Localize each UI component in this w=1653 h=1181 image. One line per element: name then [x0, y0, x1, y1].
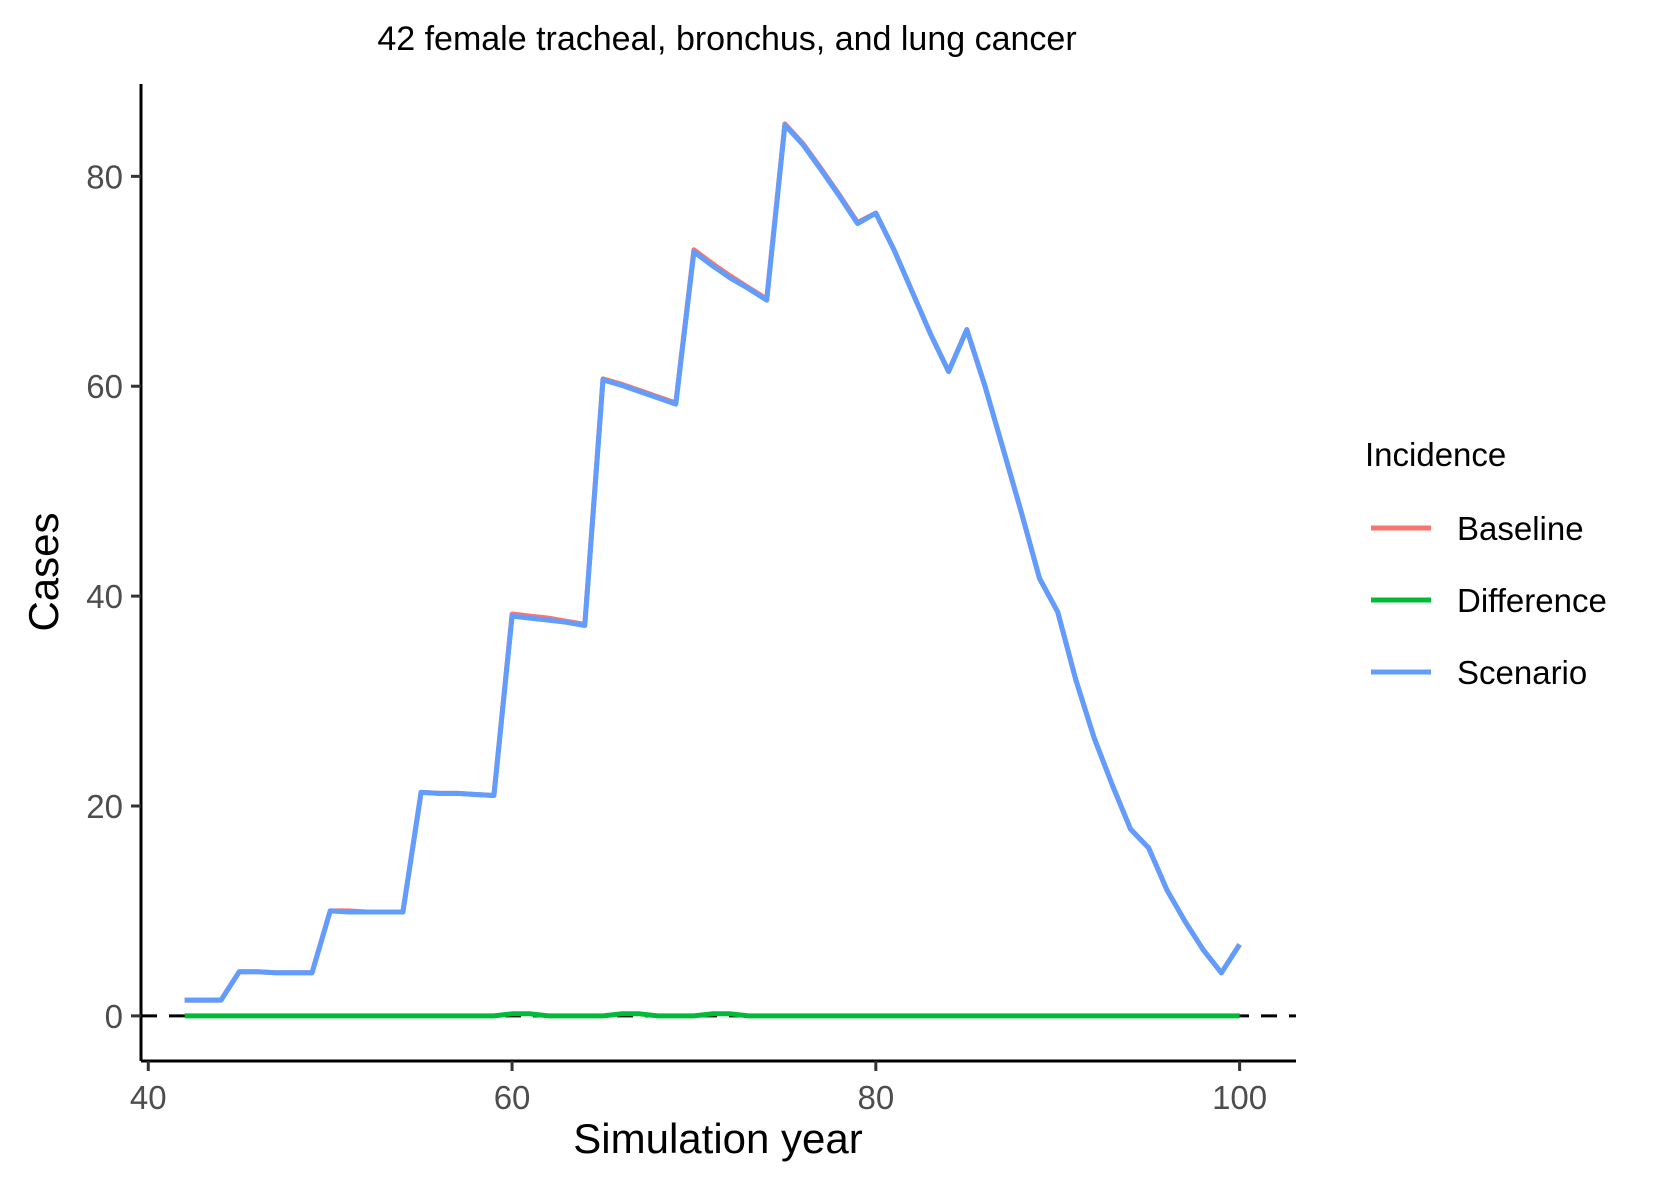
series-line-scenario	[184, 122, 1242, 1003]
plot-area	[141, 121, 1296, 1019]
y-tick-label: 0	[105, 998, 123, 1035]
x-axis-title: Simulation year	[573, 1115, 862, 1162]
y-tick-label: 20	[86, 788, 123, 825]
axes: 40 60 80 100 0 20 40 60 80	[86, 158, 1267, 1116]
series-line-baseline	[184, 121, 1242, 1003]
y-tick-label: 80	[86, 158, 123, 195]
y-tick-label: 40	[86, 578, 123, 615]
y-axis-title: Cases	[20, 512, 67, 631]
x-tick-label: 80	[857, 1079, 894, 1116]
series-line-difference	[184, 1011, 1240, 1019]
legend-label-difference: Difference	[1457, 582, 1607, 619]
x-tick-label: 60	[494, 1079, 531, 1116]
legend: Incidence Baseline Difference Scenario	[1365, 436, 1607, 691]
x-tick-label: 100	[1212, 1079, 1267, 1116]
chart-title: 42 female tracheal, bronchus, and lung c…	[377, 20, 1076, 58]
legend-title: Incidence	[1365, 436, 1506, 473]
y-tick-label: 60	[86, 368, 123, 405]
legend-label-baseline: Baseline	[1457, 510, 1584, 547]
legend-label-scenario: Scenario	[1457, 654, 1587, 691]
x-tick-label: 40	[130, 1079, 167, 1116]
